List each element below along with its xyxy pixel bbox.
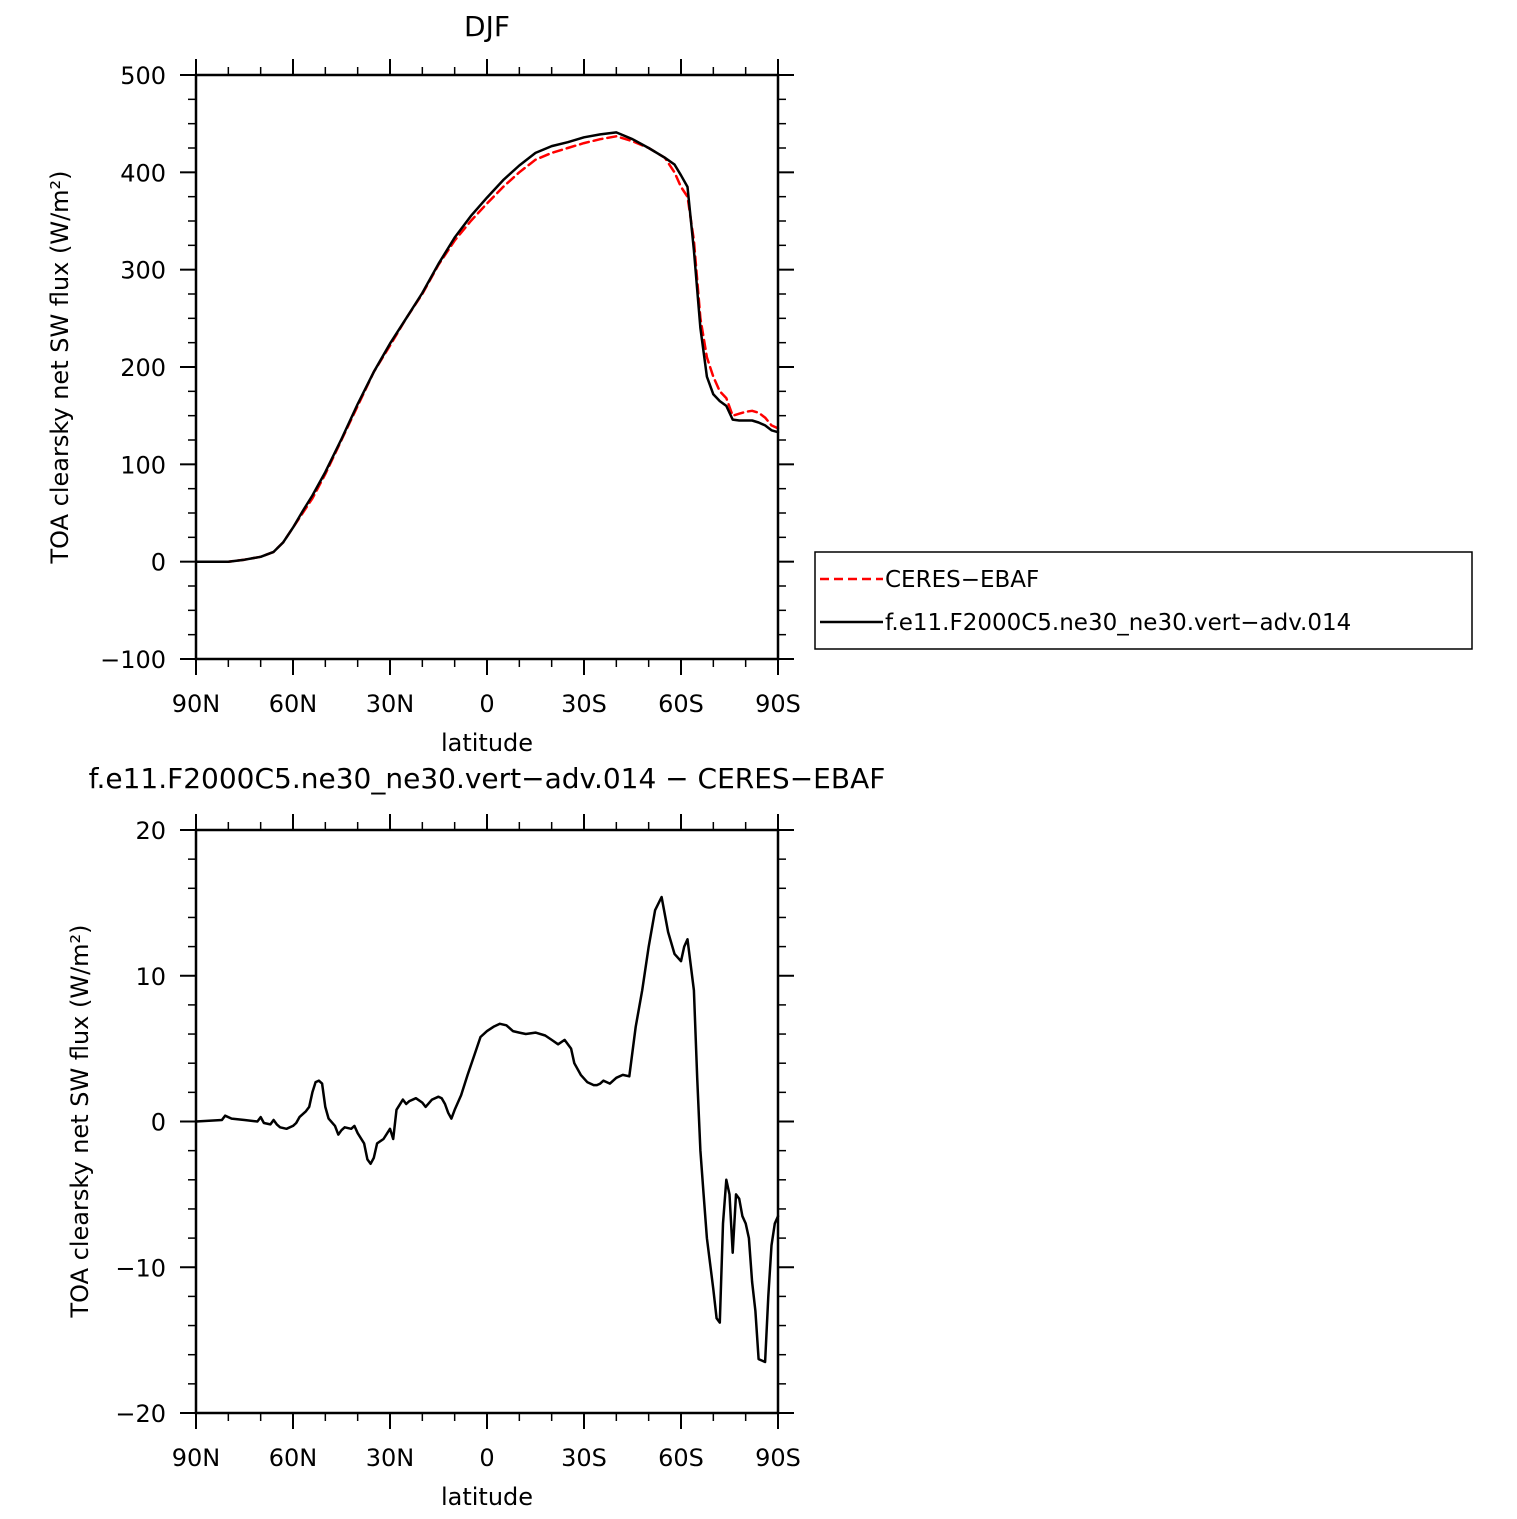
- top-y-tick-label: 200: [120, 354, 166, 382]
- top-y-tick-label: 100: [120, 451, 166, 479]
- top-panel-title: DJF: [464, 10, 510, 43]
- bottom-axes: −20 −10 0 10 20 90N 60N 30N 0 30S 60S 90S: [115, 814, 801, 1472]
- bottom-x-tick-label: 60N: [269, 1444, 318, 1472]
- bottom-y-tick-label: −20: [115, 1400, 166, 1428]
- bottom-x-tick-label: 90N: [172, 1444, 221, 1472]
- bottom-x-tick-label: 0: [479, 1444, 494, 1472]
- legend-label-model: f.e11.F2000C5.ne30_ne30.vert−adv.014: [885, 610, 1351, 636]
- top-panel: DJF −100 0 100 200 300 400 500 90N 60N 30N 0 30S 60S…: [46, 10, 801, 757]
- top-y-tick-label: 400: [120, 159, 166, 187]
- top-series-line-0: [194, 135, 780, 563]
- top-plot-frame: [194, 73, 780, 661]
- bottom-y-tick-label: −10: [115, 1254, 166, 1282]
- bottom-x-tick-label: 30S: [561, 1444, 607, 1472]
- top-x-tick-label: 90N: [172, 690, 221, 718]
- top-x-tick-label: 90S: [755, 690, 801, 718]
- top-y-tick-label: 500: [120, 62, 166, 90]
- bottom-y-axis-label: TOA clearsky net SW flux (W/m²): [66, 924, 94, 1318]
- legend-box: [814, 551, 1473, 650]
- bottom-x-tick-label: 60S: [658, 1444, 704, 1472]
- bottom-y-tick-label: 20: [135, 817, 166, 845]
- bottom-x-tick-label: 90S: [755, 1444, 801, 1472]
- top-x-tick-label: 30S: [561, 690, 607, 718]
- top-x-tick-label: 0: [479, 690, 494, 718]
- top-series-line-1: [194, 131, 780, 563]
- bottom-y-tick-label: 0: [151, 1109, 166, 1137]
- top-y-axis-label: TOA clearsky net SW flux (W/m²): [46, 170, 74, 564]
- top-y-tick-label: 0: [151, 549, 166, 577]
- bottom-x-axis-label: latitude: [441, 1483, 533, 1511]
- legend-label-ceres: CERES−EBAF: [885, 567, 1039, 593]
- top-x-tick-label: 30N: [366, 690, 415, 718]
- bottom-plot-frame: [194, 828, 780, 1415]
- top-y-tick-label: 300: [120, 257, 166, 285]
- bottom-y-tick-label: 10: [135, 963, 166, 991]
- bottom-x-tick-label: 30N: [366, 1444, 415, 1472]
- top-x-tick-label: 60N: [269, 690, 318, 718]
- legend: CERES−EBAF f.e11.F2000C5.ne30_ne30.vert−…: [814, 551, 1473, 650]
- bottom-series-line-0: [194, 895, 780, 1364]
- bottom-series-group: [194, 895, 780, 1364]
- top-y-tick-label: −100: [100, 646, 166, 674]
- top-series-group: [194, 131, 780, 563]
- bottom-panel-title: f.e11.F2000C5.ne30_ne30.vert−adv.014 − C…: [89, 762, 886, 795]
- top-x-tick-label: 60S: [658, 690, 704, 718]
- bottom-panel: f.e11.F2000C5.ne30_ne30.vert−adv.014 − C…: [66, 762, 885, 1511]
- top-x-axis-label: latitude: [441, 729, 533, 757]
- top-axes: −100 0 100 200 300 400 500 90N 60N 30N 0 30S 60S 90S: [100, 59, 801, 718]
